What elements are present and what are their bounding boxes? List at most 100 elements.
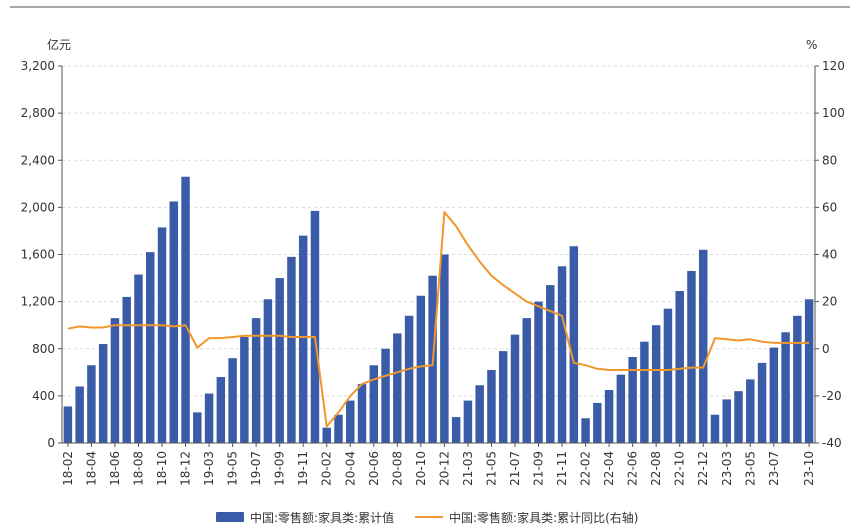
right-tick-label: 120 (822, 59, 845, 73)
x-tick-label: 20-12 (437, 451, 451, 486)
left-tick-label: 2,800 (21, 106, 55, 120)
bar (369, 365, 379, 443)
bar (228, 358, 237, 443)
legend-bar-label: 中国:零售额:家具类:累计值 (250, 510, 394, 525)
x-tick-label: 22-10 (673, 451, 687, 486)
bar (675, 291, 684, 443)
x-tick-label: 19-11 (296, 451, 310, 486)
x-tick-label: 19-03 (202, 451, 216, 486)
bar (193, 412, 202, 443)
bar (440, 254, 449, 443)
bar (534, 301, 543, 443)
left-tick-label: 2,400 (21, 153, 55, 167)
x-tick-label: 19-05 (226, 451, 240, 486)
x-tick-label: 18-02 (61, 451, 75, 486)
bar (216, 377, 226, 443)
bar (346, 400, 355, 443)
x-tick-label: 20-02 (320, 451, 334, 486)
x-tick-label: 23-10 (802, 451, 816, 486)
bar (122, 296, 131, 443)
bar (287, 256, 296, 443)
right-tick-label: 40 (822, 248, 837, 262)
bar (557, 266, 567, 443)
x-tick-label: 23-05 (743, 451, 757, 486)
x-tick-label: 22-08 (649, 451, 663, 486)
x-tick-label: 21-09 (532, 451, 546, 486)
x-tick-label: 21-03 (461, 451, 475, 486)
bar (334, 414, 343, 443)
yoy-line (67, 211, 810, 428)
x-tick-label: 23-03 (720, 451, 734, 486)
bar (298, 235, 308, 443)
bar (87, 365, 96, 443)
bar (687, 270, 696, 443)
bar (581, 418, 590, 443)
right-tick-label: 80 (822, 153, 837, 167)
bar (381, 348, 390, 443)
x-tick-label: 20-08 (390, 451, 404, 486)
bar (663, 308, 673, 443)
x-tick-label: 18-08 (131, 451, 145, 486)
x-tick-label: 23-07 (767, 451, 781, 486)
left-tick-label: 0 (47, 436, 55, 450)
bar (463, 400, 473, 443)
x-tick-label: 22-12 (696, 451, 710, 486)
bar (451, 417, 461, 443)
bar (181, 176, 190, 443)
right-tick-label: 60 (822, 200, 837, 214)
bar (522, 318, 531, 443)
bar (275, 278, 284, 443)
legend-line-label: 中国:零售额:家具类:累计同比(右轴) (449, 510, 639, 525)
bar (204, 393, 214, 443)
x-tick-label: 21-05 (484, 451, 498, 486)
bar (475, 385, 484, 443)
bar (75, 386, 84, 443)
left-tick-label: 400 (32, 389, 55, 403)
bar (793, 315, 802, 443)
bar (416, 295, 426, 443)
right-tick-label: -20 (822, 389, 842, 403)
bar (169, 201, 179, 443)
x-tick-label: 20-04 (343, 451, 357, 486)
x-tick-label: 21-07 (508, 451, 522, 486)
x-tick-label: 20-06 (367, 451, 381, 486)
bar (710, 414, 720, 443)
right-tick-label: -40 (822, 436, 842, 450)
x-tick-label: 18-10 (155, 451, 169, 486)
bar (393, 333, 402, 443)
bar (628, 356, 637, 443)
left-tick-label: 2,000 (21, 200, 55, 214)
left-axis-unit: 亿元 (47, 37, 71, 52)
bar (651, 325, 661, 443)
bar (357, 384, 367, 443)
bar (640, 341, 649, 443)
bar (593, 402, 602, 443)
bar (769, 347, 779, 443)
legend-bar-swatch (216, 512, 244, 522)
bar (616, 374, 626, 443)
bar (134, 274, 143, 443)
right-tick-label: 20 (822, 295, 837, 309)
bar (404, 315, 414, 443)
bar (569, 246, 579, 443)
right-tick-label: 100 (822, 106, 845, 120)
x-tick-label: 20-10 (414, 451, 428, 486)
x-tick-label: 22-02 (579, 451, 593, 486)
left-tick-label: 1,200 (21, 295, 55, 309)
x-tick-label: 22-04 (602, 451, 616, 486)
axes: 04008001,2001,6002,0002,4002,8003,200-40… (21, 59, 845, 486)
bar (722, 399, 731, 443)
x-tick-label: 19-09 (273, 451, 287, 486)
right-axis-unit: % (806, 38, 817, 52)
x-tick-label: 18-06 (108, 451, 122, 486)
x-tick-label: 18-12 (179, 451, 193, 486)
bar (804, 299, 814, 443)
left-tick-label: 1,600 (21, 248, 55, 262)
bar (157, 227, 167, 443)
x-tick-label: 21-11 (555, 451, 569, 486)
bar (498, 351, 508, 443)
bar (98, 344, 108, 443)
bar (757, 362, 767, 443)
bar (63, 406, 73, 443)
